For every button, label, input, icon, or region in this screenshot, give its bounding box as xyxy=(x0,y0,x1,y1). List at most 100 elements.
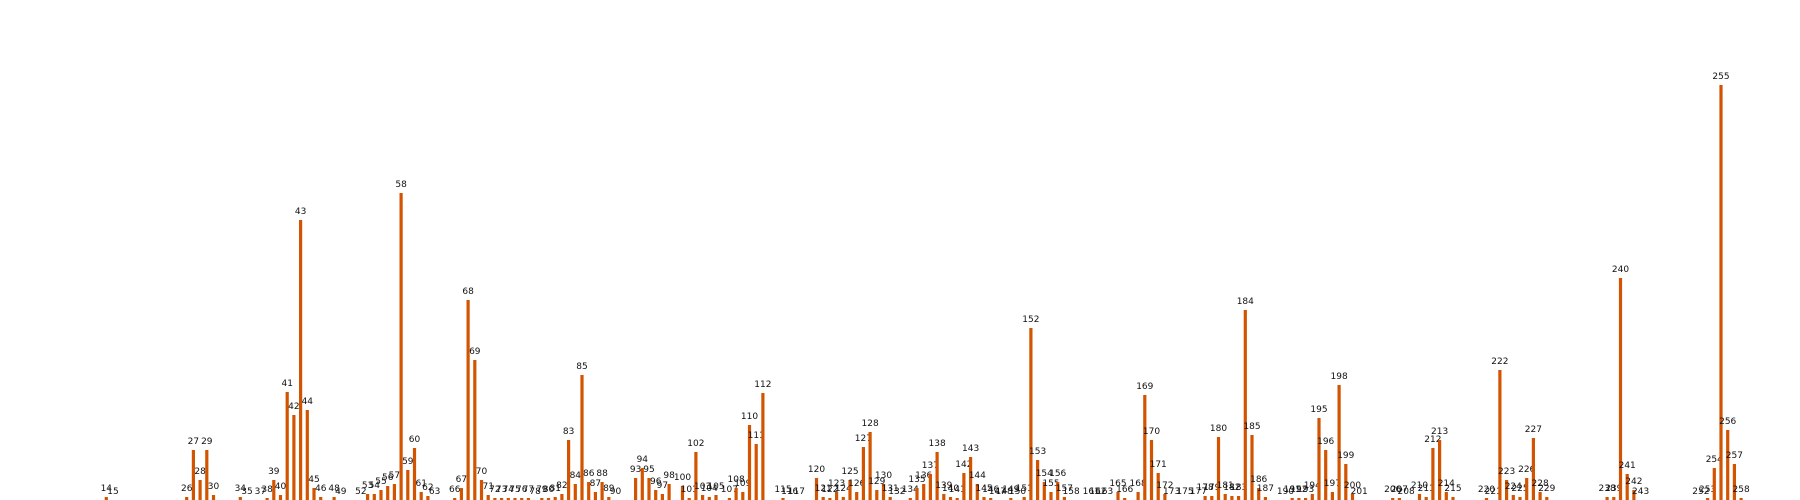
bar-44 xyxy=(305,410,309,500)
bar-206 xyxy=(1391,498,1395,500)
data-label-131: 131 xyxy=(882,484,899,494)
data-label-172: 172 xyxy=(1156,481,1173,491)
data-label-46: 46 xyxy=(315,484,327,494)
data-label-93: 93 xyxy=(630,465,641,475)
data-label-38: 38 xyxy=(261,485,273,495)
data-label-109: 109 xyxy=(734,479,751,489)
bar-155 xyxy=(1049,492,1053,500)
bar-257 xyxy=(1732,464,1736,500)
data-label-84: 84 xyxy=(570,471,582,481)
data-label-229: 229 xyxy=(1538,484,1555,494)
data-label-252: 252 xyxy=(1692,487,1709,497)
data-label-161: 161 xyxy=(1083,487,1100,497)
bar-111 xyxy=(754,444,758,500)
data-label-148: 148 xyxy=(996,487,1013,497)
bar-88 xyxy=(600,482,604,500)
data-label-68: 68 xyxy=(462,287,474,297)
data-label-61: 61 xyxy=(415,479,426,489)
data-label-42: 42 xyxy=(288,402,299,412)
bar-136 xyxy=(922,484,926,500)
bar-55 xyxy=(379,490,383,500)
data-label-135: 135 xyxy=(908,475,925,485)
data-label-70: 70 xyxy=(476,467,488,477)
bar-194 xyxy=(1310,494,1314,500)
bar-169 xyxy=(1143,395,1147,500)
bar-67 xyxy=(459,488,463,500)
data-label-178: 178 xyxy=(1197,483,1214,493)
bar-28 xyxy=(198,480,202,500)
data-label-40: 40 xyxy=(275,482,287,492)
bar-66 xyxy=(453,498,457,500)
bar-77 xyxy=(526,498,530,500)
data-label-62: 62 xyxy=(422,483,433,493)
data-label-102: 102 xyxy=(687,439,704,449)
data-label-95: 95 xyxy=(643,465,654,475)
data-label-155: 155 xyxy=(1042,479,1059,489)
data-label-127: 127 xyxy=(855,434,872,444)
data-label-196: 196 xyxy=(1317,437,1334,447)
data-label-210: 210 xyxy=(1411,481,1428,491)
data-label-146: 146 xyxy=(982,485,999,495)
bar-224 xyxy=(1511,495,1515,500)
bar-165 xyxy=(1116,492,1120,500)
data-label-258: 258 xyxy=(1733,485,1750,495)
bar-58 xyxy=(399,193,403,500)
bar-210 xyxy=(1417,494,1422,500)
bar-228 xyxy=(1538,492,1542,500)
data-label-137: 137 xyxy=(922,461,939,471)
data-label-96: 96 xyxy=(650,477,662,487)
data-label-34: 34 xyxy=(235,484,247,494)
data-label-98: 98 xyxy=(663,471,675,481)
bar-89 xyxy=(607,497,611,500)
data-label-173: 173 xyxy=(1163,487,1180,497)
bar-130 xyxy=(881,484,886,500)
bar-198 xyxy=(1337,385,1341,500)
bar-97 xyxy=(660,494,664,500)
data-label-226: 226 xyxy=(1518,465,1535,475)
bar-192 xyxy=(1297,498,1301,500)
bar-139 xyxy=(942,494,946,500)
data-label-149: 149 xyxy=(1002,485,1019,495)
data-label-212: 212 xyxy=(1424,435,1441,445)
data-label-206: 206 xyxy=(1384,485,1401,495)
bar-131 xyxy=(888,497,892,500)
data-label-228: 228 xyxy=(1532,479,1549,489)
data-label-111: 111 xyxy=(748,431,765,441)
data-label-110: 110 xyxy=(741,412,758,422)
bar-129 xyxy=(875,490,879,500)
bar-43 xyxy=(299,220,303,500)
data-label-107: 107 xyxy=(721,485,738,495)
bar-143 xyxy=(969,457,973,500)
bar-124 xyxy=(841,497,845,500)
bar-72 xyxy=(493,498,497,500)
bar-70 xyxy=(479,480,484,500)
data-label-37: 37 xyxy=(255,487,266,497)
data-label-257: 257 xyxy=(1726,451,1743,461)
data-label-108: 108 xyxy=(728,475,745,485)
bar-109 xyxy=(741,492,745,500)
bar-157 xyxy=(1062,497,1066,500)
bar-195 xyxy=(1317,418,1321,500)
data-label-154: 154 xyxy=(1036,469,1053,479)
data-label-140: 140 xyxy=(942,484,959,494)
bar-98 xyxy=(667,484,671,500)
bar-127 xyxy=(861,447,865,500)
data-label-223: 223 xyxy=(1498,467,1515,477)
data-label-134: 134 xyxy=(902,485,919,495)
bar-54 xyxy=(372,494,376,500)
bar-137 xyxy=(928,474,932,500)
data-label-74: 74 xyxy=(503,485,515,495)
bar-110 xyxy=(747,425,752,500)
bar-27 xyxy=(191,450,195,500)
data-label-162: 162 xyxy=(1089,487,1106,497)
bar-170 xyxy=(1149,440,1154,500)
bar-154 xyxy=(1042,482,1046,500)
data-label-242: 242 xyxy=(1625,477,1642,487)
bar-105 xyxy=(714,495,718,500)
bar-152 xyxy=(1029,328,1033,500)
data-label-193: 193 xyxy=(1297,485,1314,495)
bar-171 xyxy=(1156,473,1160,500)
data-label-192: 192 xyxy=(1290,485,1307,495)
data-label-88: 88 xyxy=(596,469,608,479)
